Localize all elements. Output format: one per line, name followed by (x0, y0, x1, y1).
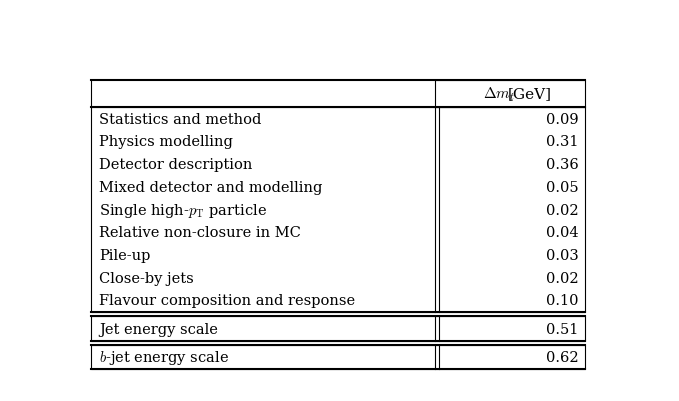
Text: Close-by jets: Close-by jets (99, 271, 194, 285)
Text: Relative non-closure in MC: Relative non-closure in MC (99, 226, 301, 240)
Text: 0.09: 0.09 (546, 112, 579, 126)
Text: $\Delta m_t$: $\Delta m_t$ (483, 85, 514, 103)
Text: 0.02: 0.02 (546, 271, 579, 285)
Text: Flavour composition and response: Flavour composition and response (99, 294, 355, 308)
Text: Jet energy scale: Jet energy scale (99, 322, 218, 336)
Text: Detector description: Detector description (99, 158, 252, 172)
Text: 0.03: 0.03 (546, 248, 579, 262)
Text: Single high-$p_{\mathrm{T}}$ particle: Single high-$p_{\mathrm{T}}$ particle (99, 201, 267, 219)
Text: Physics modelling: Physics modelling (99, 135, 233, 149)
Text: 0.62: 0.62 (546, 350, 579, 364)
Text: 0.51: 0.51 (546, 322, 579, 336)
Text: 0.02: 0.02 (546, 203, 579, 217)
Text: 0.31: 0.31 (546, 135, 579, 149)
Text: 0.04: 0.04 (546, 226, 579, 240)
Text: Mixed detector and modelling: Mixed detector and modelling (99, 180, 323, 194)
Text: Pile-up: Pile-up (99, 248, 150, 262)
Text: 0.36: 0.36 (546, 158, 579, 172)
Text: 0.05: 0.05 (546, 180, 579, 194)
Text: 0.10: 0.10 (546, 294, 579, 308)
Text: Statistics and method: Statistics and method (99, 112, 261, 126)
Text: $b$-jet energy scale: $b$-jet energy scale (99, 348, 229, 366)
Text: [GeV]: [GeV] (507, 87, 551, 101)
